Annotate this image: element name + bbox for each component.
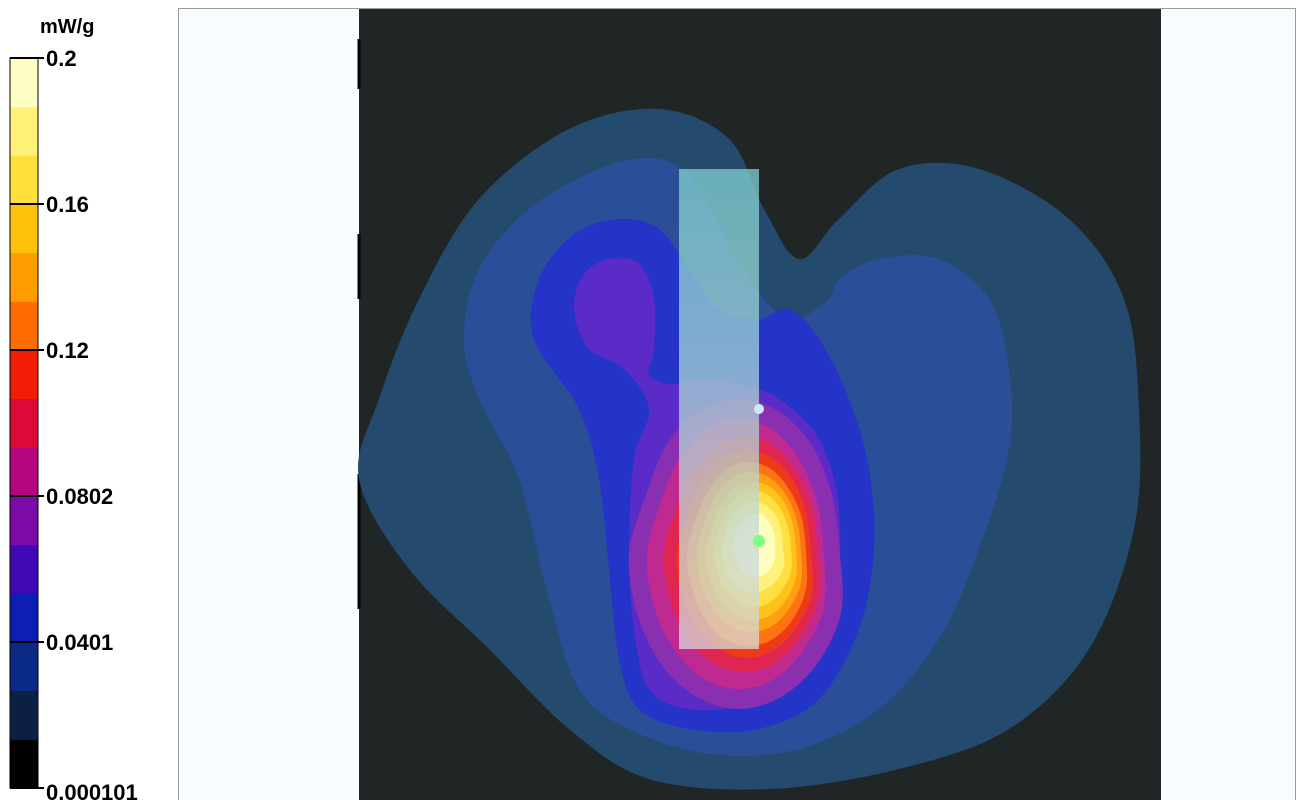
colorbar-unit-label: mW/g xyxy=(40,16,94,38)
colorbar: mW/g 0.2 0.16 0.12 0.0802 0.0401 0.000101 xyxy=(0,0,175,800)
colorbar-swatch xyxy=(10,593,38,643)
colorbar-swatch xyxy=(10,447,38,497)
colorbar-swatch xyxy=(10,739,38,789)
colorbar-swatch xyxy=(10,496,38,546)
colorbar-swatch xyxy=(10,690,38,740)
colorbar-tick-label: 0.000101 xyxy=(46,780,138,800)
colorbar-tick-label: 0.2 xyxy=(46,46,77,71)
sar-distribution-plot xyxy=(357,9,1161,800)
colorbar-swatch xyxy=(10,204,38,254)
sar-plot-area xyxy=(178,8,1296,800)
colorbar-swatch xyxy=(10,642,38,692)
reference-point-marker xyxy=(754,404,764,414)
colorbar-swatch xyxy=(10,544,38,594)
colorbar-swatches xyxy=(9,57,39,789)
colorbar-swatch xyxy=(10,350,38,400)
colorbar-swatch xyxy=(10,398,38,448)
colorbar-tick-label: 0.12 xyxy=(46,338,89,363)
colorbar-swatch xyxy=(10,155,38,205)
colorbar-tick-label: 0.0802 xyxy=(46,484,113,509)
colorbar-swatch xyxy=(10,252,38,302)
colorbar-swatch xyxy=(10,106,38,156)
colorbar-svg: mW/g 0.2 0.16 0.12 0.0802 0.0401 0.000101 xyxy=(9,16,138,800)
colorbar-swatch xyxy=(10,58,38,108)
colorbar-tick-label: 0.0401 xyxy=(46,630,113,655)
peak-point-marker xyxy=(753,535,765,547)
colorbar-swatch xyxy=(10,301,38,351)
colorbar-tick-label: 0.16 xyxy=(46,192,89,217)
colorbar-ticks: 0.2 0.16 0.12 0.0802 0.0401 0.000101 xyxy=(10,46,138,800)
probe-overlay xyxy=(679,169,759,649)
